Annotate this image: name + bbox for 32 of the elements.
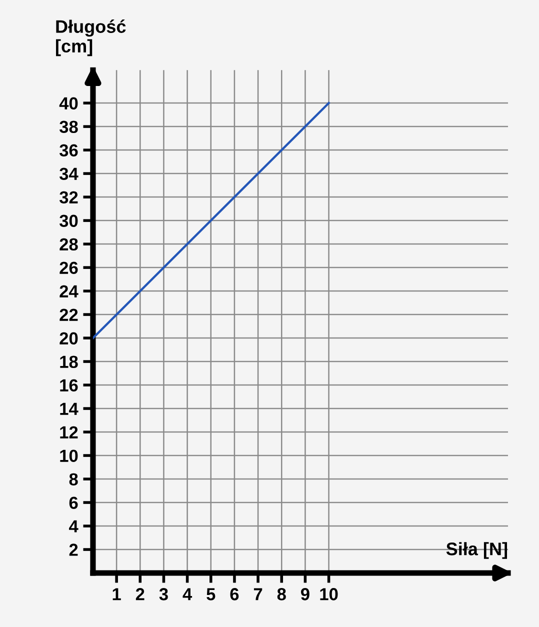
x-tick-label: 5 bbox=[206, 588, 216, 600]
x-tick-label: 10 bbox=[320, 588, 338, 600]
x-tick-label: 6 bbox=[230, 588, 239, 600]
y-tick-label: 38 bbox=[59, 120, 78, 134]
y-tick-label: 40 bbox=[59, 97, 78, 110]
y-tick-label: 2 bbox=[69, 544, 78, 556]
x-tick-label: 9 bbox=[300, 588, 310, 600]
x-tick-label: 2 bbox=[136, 588, 144, 600]
y-tick-label: 14 bbox=[60, 402, 78, 415]
y-tick-label: 12 bbox=[60, 426, 78, 438]
x-tick-label: 3 bbox=[159, 588, 168, 600]
y-tick-label: 24 bbox=[60, 285, 78, 298]
y-tick-label: 36 bbox=[59, 144, 78, 157]
y-tick-label: 20 bbox=[60, 332, 78, 344]
y-tick-label: 32 bbox=[59, 191, 78, 204]
y-tick-label: 6 bbox=[69, 496, 78, 509]
y-tick-label: 30 bbox=[59, 214, 78, 228]
y-tick-label: 28 bbox=[60, 238, 78, 251]
x-tick-label: 4 bbox=[182, 588, 192, 600]
y-axis-title: Długość [cm] bbox=[56, 20, 126, 56]
y-tick-label: 26 bbox=[60, 262, 78, 274]
y-tick-label: 8 bbox=[69, 473, 78, 486]
y-tick-label: 18 bbox=[60, 356, 78, 368]
y-tick-label: 22 bbox=[60, 308, 78, 321]
x-tick-label: 7 bbox=[254, 588, 262, 600]
x-tick-label: 8 bbox=[277, 588, 286, 600]
y-tick-label: 4 bbox=[69, 520, 78, 532]
y-tick-label: 16 bbox=[60, 379, 78, 392]
y-tick-label: 34 bbox=[59, 168, 78, 180]
x-tick-label: 1 bbox=[112, 588, 121, 600]
x-axis-title: Siła [N] bbox=[446, 542, 507, 559]
y-tick-label: 10 bbox=[60, 450, 78, 462]
